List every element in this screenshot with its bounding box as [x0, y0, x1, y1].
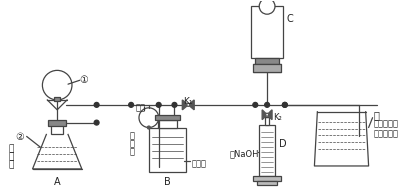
- Circle shape: [259, 0, 275, 14]
- Circle shape: [94, 120, 99, 125]
- Text: C: C: [287, 14, 294, 24]
- Bar: [257, 181, 277, 185]
- Bar: [251, 6, 283, 58]
- Text: B: B: [164, 177, 171, 187]
- Text: 浓NaOH: 浓NaOH: [229, 149, 259, 158]
- Circle shape: [282, 102, 287, 107]
- Bar: [259, 125, 275, 176]
- Text: 稀: 稀: [9, 144, 14, 153]
- Text: D: D: [279, 139, 287, 149]
- Circle shape: [156, 102, 161, 107]
- Circle shape: [139, 108, 159, 127]
- Text: A: A: [54, 177, 61, 187]
- Circle shape: [172, 102, 177, 107]
- Polygon shape: [267, 110, 272, 120]
- Bar: [255, 58, 279, 65]
- Bar: [253, 176, 281, 181]
- Circle shape: [129, 102, 133, 107]
- Text: 气球: 气球: [136, 103, 146, 112]
- Polygon shape: [33, 134, 82, 169]
- Circle shape: [147, 126, 150, 129]
- Text: （滴有紫色: （滴有紫色: [374, 120, 398, 129]
- Bar: [48, 120, 66, 126]
- Bar: [149, 127, 186, 172]
- Bar: [155, 115, 180, 120]
- Polygon shape: [47, 100, 67, 110]
- Circle shape: [187, 103, 190, 106]
- Circle shape: [282, 102, 287, 107]
- Circle shape: [265, 102, 269, 107]
- Text: ②: ②: [15, 132, 24, 142]
- Text: 石蕊溶液）: 石蕊溶液）: [374, 130, 398, 138]
- Text: 大: 大: [130, 132, 135, 141]
- Bar: [253, 65, 281, 72]
- Circle shape: [266, 113, 269, 116]
- Bar: [54, 97, 60, 101]
- Text: K₁: K₁: [183, 97, 193, 106]
- Text: 盐: 盐: [9, 152, 14, 161]
- Text: 浓硫酸: 浓硫酸: [191, 159, 206, 168]
- Circle shape: [42, 70, 72, 100]
- Bar: [51, 125, 63, 134]
- Text: K₂: K₂: [273, 113, 282, 122]
- Bar: [158, 120, 178, 127]
- Text: 石: 石: [130, 147, 135, 156]
- Text: 酸: 酸: [9, 160, 14, 169]
- Text: 水: 水: [374, 110, 379, 120]
- Text: 理: 理: [130, 139, 135, 148]
- Circle shape: [94, 102, 99, 107]
- Polygon shape: [314, 112, 369, 166]
- Bar: [265, 117, 269, 125]
- Polygon shape: [262, 110, 267, 120]
- Polygon shape: [188, 100, 194, 110]
- Circle shape: [253, 102, 258, 107]
- Text: ①: ①: [80, 75, 88, 85]
- Polygon shape: [183, 100, 188, 110]
